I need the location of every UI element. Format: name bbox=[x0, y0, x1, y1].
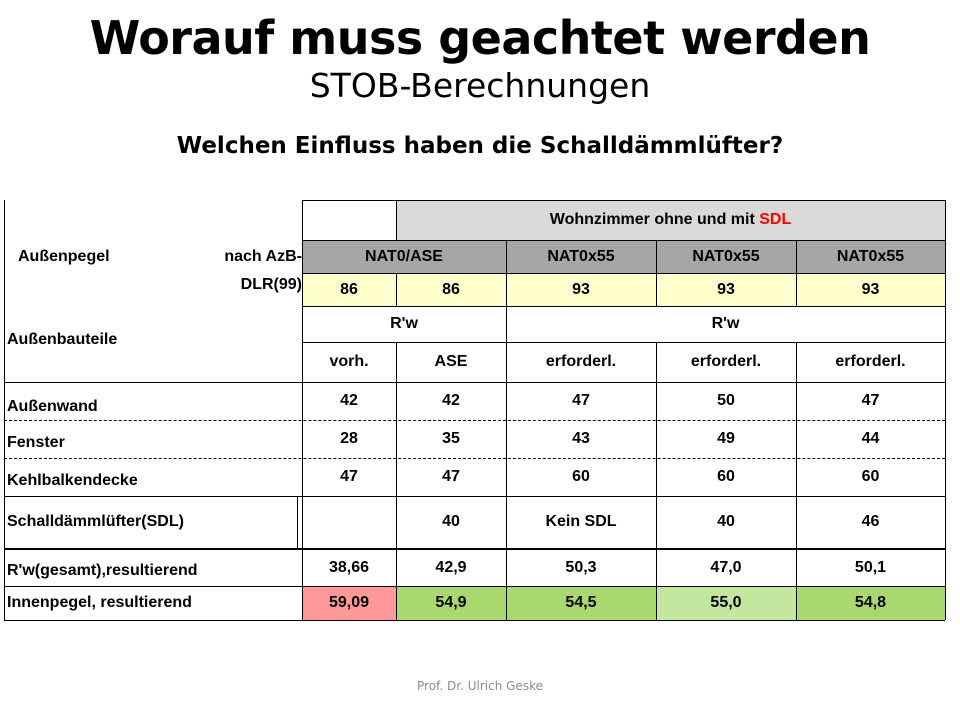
outer-level-source-line2: DLR(99) bbox=[240, 276, 302, 293]
level-2: 86 bbox=[442, 280, 460, 298]
condition-5: erforderl. bbox=[835, 353, 906, 370]
row-label-interior-level: Innenpegel, resultierend bbox=[7, 594, 192, 611]
collar-beam-value-2: 47 bbox=[442, 468, 460, 485]
grid-line bbox=[4, 620, 945, 621]
grid-line bbox=[4, 382, 945, 383]
interior-level-value-1: 59,09 bbox=[302, 586, 396, 620]
exterior-wall-value-2: 42 bbox=[442, 392, 460, 409]
rw-label-existing: R'w bbox=[390, 315, 418, 332]
table-question: Welchen Einfluss haben die Schalldämmlüf… bbox=[176, 133, 784, 159]
grid-line bbox=[396, 342, 397, 382]
grid-line bbox=[506, 382, 507, 620]
exterior-wall-value-5: 47 bbox=[861, 392, 880, 409]
grid-line bbox=[396, 200, 397, 240]
grid-line bbox=[297, 496, 298, 548]
grid-line bbox=[302, 240, 945, 241]
column-header-row bbox=[302, 240, 945, 273]
level-row bbox=[302, 273, 945, 306]
exterior-wall-value-4: 50 bbox=[717, 392, 735, 409]
exterior-wall-value-1: 42 bbox=[340, 392, 358, 409]
grid-line bbox=[302, 200, 303, 382]
grid-line bbox=[4, 548, 945, 550]
page-subtitle: STOB-Berechnungen bbox=[309, 66, 651, 105]
condition-2: ASE bbox=[434, 353, 468, 370]
row-label-collar-beam-ceiling: Kehlbalkendecke bbox=[7, 472, 138, 489]
sound-vent-value-4: 40 bbox=[717, 513, 735, 530]
column-header-4: NAT0x55 bbox=[836, 247, 905, 265]
condition-4: erforderl. bbox=[690, 353, 762, 370]
grid-line bbox=[506, 240, 507, 382]
rw-label-required: R'w bbox=[711, 315, 740, 332]
collar-beam-value-3: 60 bbox=[572, 468, 590, 485]
level-4: 93 bbox=[717, 280, 735, 298]
column-header-2: NAT0x55 bbox=[547, 247, 615, 265]
window-value-1: 28 bbox=[340, 430, 358, 447]
sound-vent-value-5: 46 bbox=[861, 513, 880, 530]
column-header-1: NAT0/ASE bbox=[365, 247, 443, 265]
components-label: Außenbauteile bbox=[7, 331, 118, 348]
outer-level-label: Außenpegel bbox=[18, 248, 110, 265]
collar-beam-value-5: 60 bbox=[861, 468, 880, 485]
grid-line bbox=[4, 458, 945, 459]
group-header-text: Wohnzimmer ohne und mit bbox=[549, 211, 760, 228]
row-label-total-rw: R'w(gesamt),resultierend bbox=[7, 562, 198, 579]
level-3: 93 bbox=[572, 280, 590, 298]
collar-beam-value-4: 60 bbox=[717, 468, 735, 485]
total-rw-value-3: 50,3 bbox=[565, 559, 597, 576]
grid-line bbox=[656, 240, 657, 273]
group-header-cell: Wohnzimmer ohne und mit SDL bbox=[396, 200, 945, 240]
window-value-4: 49 bbox=[717, 430, 735, 447]
grid-line bbox=[302, 382, 303, 620]
sound-vent-value-3: Kein SDL bbox=[545, 513, 617, 530]
condition-3: erforderl. bbox=[545, 353, 617, 370]
grid-line bbox=[656, 342, 657, 382]
interior-level-value-3: 54,5 bbox=[506, 586, 656, 620]
interior-level-value-4: 55,0 bbox=[656, 586, 796, 620]
grid-line bbox=[302, 273, 945, 274]
total-rw-value-2: 42,9 bbox=[435, 559, 467, 576]
column-header-3: NAT0x55 bbox=[692, 247, 760, 265]
grid-line bbox=[302, 306, 945, 307]
grid-line bbox=[656, 273, 657, 306]
sound-vent-value-2: 40 bbox=[442, 513, 460, 530]
interior-level-value-2: 54,9 bbox=[396, 586, 506, 620]
sound-vent-value-1 bbox=[302, 496, 396, 548]
grid-line bbox=[4, 496, 945, 497]
outer-level-source-line1: nach AzB- bbox=[224, 248, 302, 265]
grid-line bbox=[656, 382, 657, 620]
level-1: 86 bbox=[340, 280, 358, 298]
grid-line bbox=[4, 420, 945, 421]
window-value-3: 43 bbox=[572, 430, 590, 447]
exterior-wall-value-3: 47 bbox=[572, 392, 590, 409]
row-label-sound-vent: Schalldämmlüfter(SDL) bbox=[7, 513, 184, 530]
page-title: Worauf muss geachtet werden bbox=[89, 11, 871, 65]
grid-line bbox=[796, 342, 797, 382]
grid-line bbox=[796, 273, 797, 306]
collar-beam-value-1: 47 bbox=[340, 468, 358, 485]
grid-line bbox=[796, 382, 797, 620]
interior-level-value-5: 54,8 bbox=[796, 586, 945, 620]
total-rw-value-1: 38,66 bbox=[328, 559, 370, 576]
footer-author: Prof. Dr. Ulrich Geske bbox=[417, 679, 543, 693]
grid-line bbox=[302, 200, 945, 201]
grid-line bbox=[796, 240, 797, 273]
total-rw-value-4: 47,0 bbox=[710, 559, 742, 576]
total-rw-value-5: 50,1 bbox=[854, 559, 887, 576]
grid-line bbox=[945, 200, 946, 620]
condition-1: vorh. bbox=[329, 353, 369, 370]
grid-line bbox=[4, 200, 5, 620]
level-5: 93 bbox=[861, 280, 880, 298]
row-label-window: Fenster bbox=[7, 434, 65, 451]
grid-line bbox=[396, 382, 397, 620]
grid-line bbox=[396, 273, 397, 306]
grid-line bbox=[4, 586, 945, 587]
grid-line bbox=[302, 342, 945, 343]
row-label-exterior-wall: Außenwand bbox=[7, 398, 98, 415]
window-value-2: 35 bbox=[442, 430, 460, 447]
window-value-5: 44 bbox=[861, 430, 880, 447]
group-header-highlight: SDL bbox=[759, 211, 792, 228]
